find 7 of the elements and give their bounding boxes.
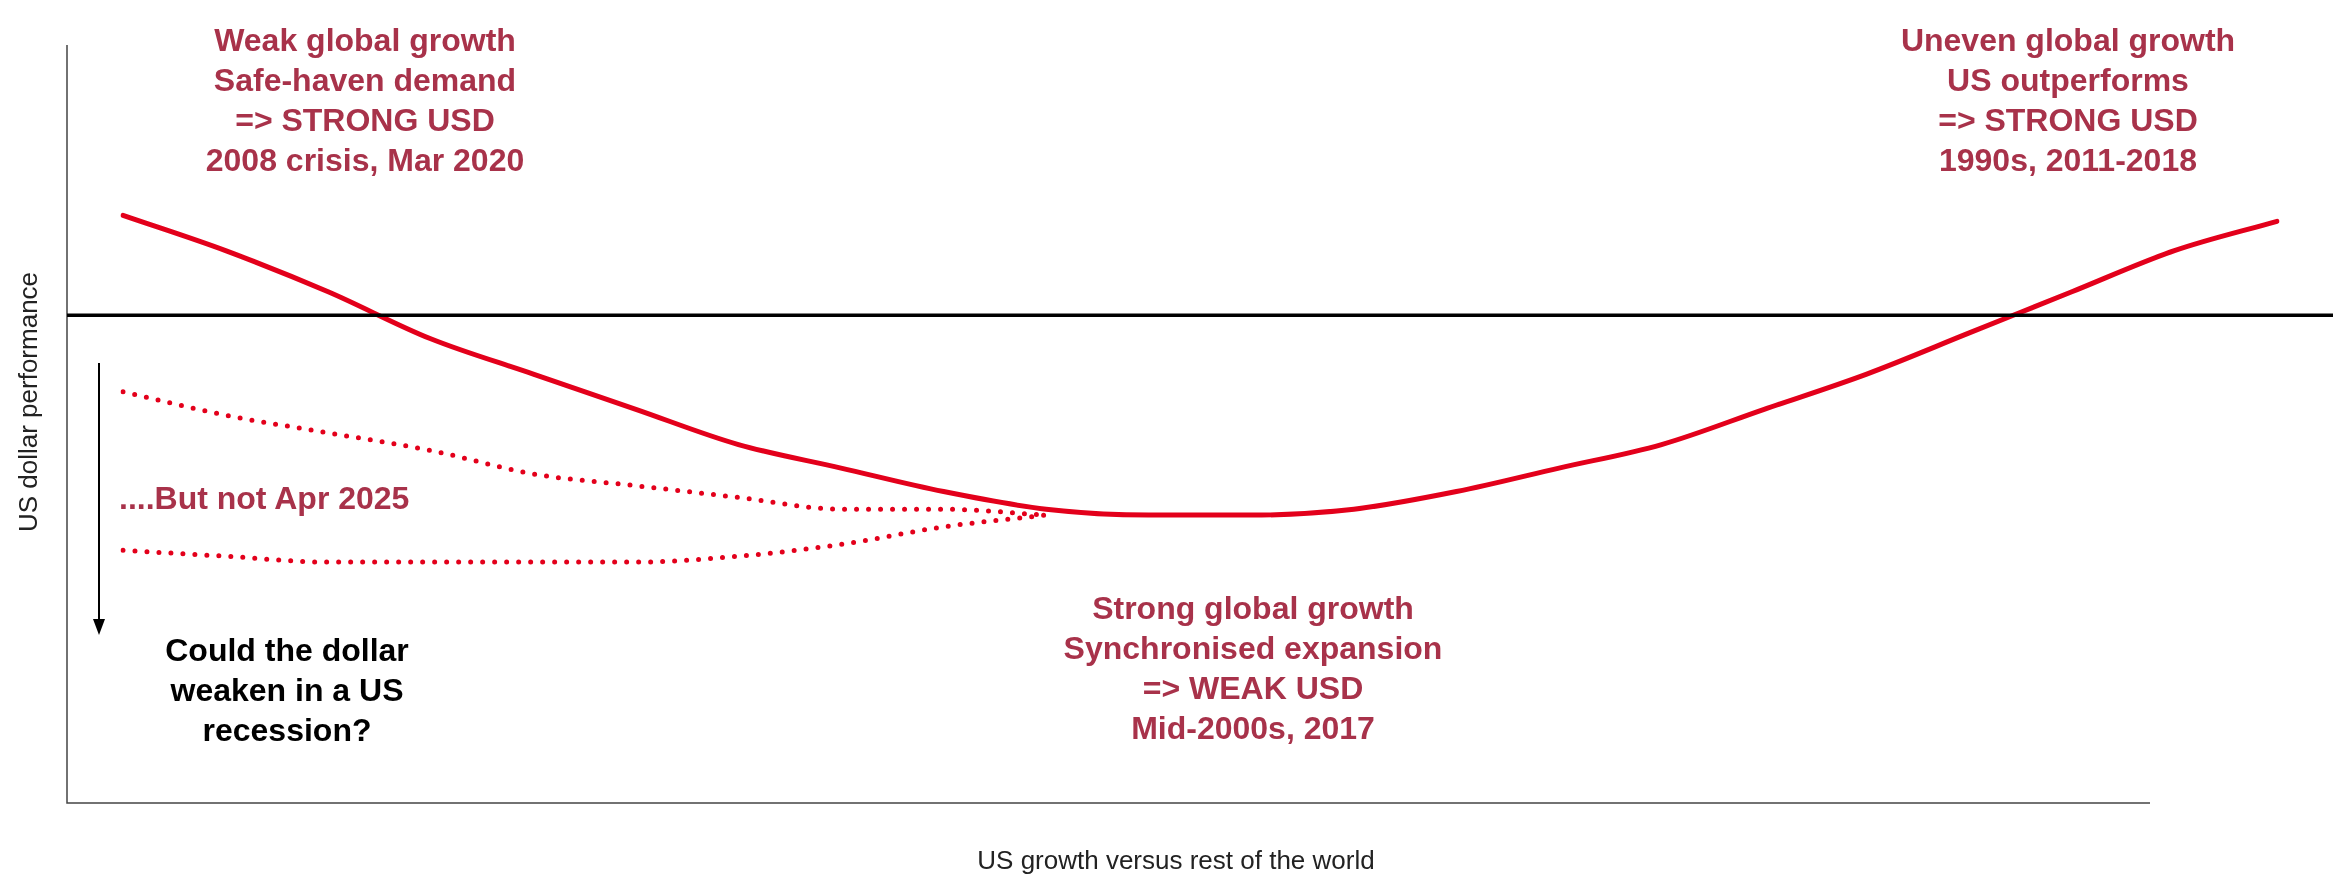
y-axis-title: US dollar performance [12,271,44,533]
annotation: Strong global growth Synchronised expansion => WEAK USD Mid-2000s, 2017 [1063,589,1443,748]
x-axis-title: US growth versus rest of the world [977,845,1375,876]
text: Weak global growth Safe-haven demand => STRONG USD 2008 crisis, Mar 2020 [205,21,525,180]
text: Uneven global growth US outperforms => STRONG USD 1990s, 2011-2018 [1900,21,2236,180]
annotation: ....But not Apr 2025 [119,479,410,518]
annotation: Could the dollar weaken in a US recession? [165,631,409,750]
